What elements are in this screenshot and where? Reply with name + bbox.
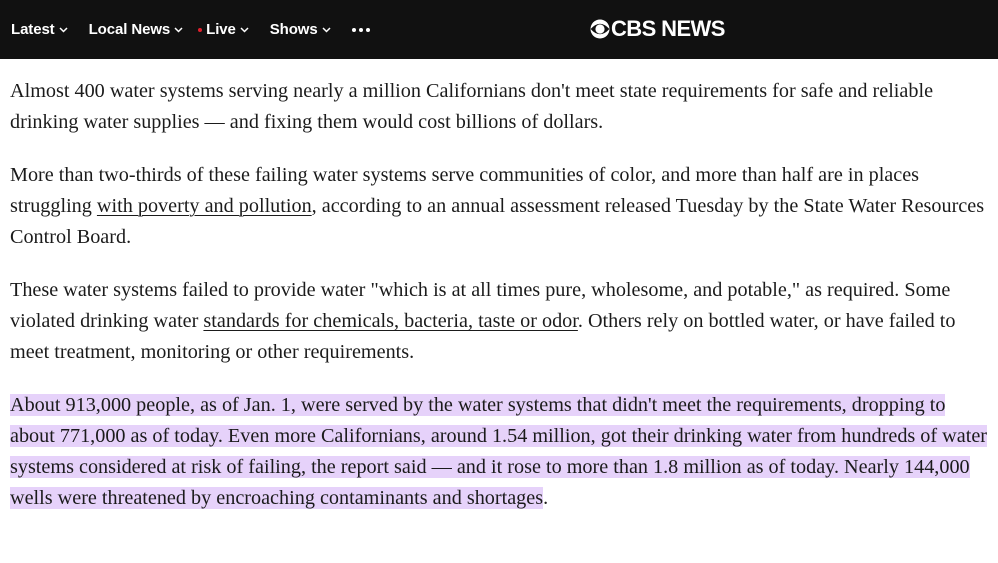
top-navigation-bar: Latest Local News Live Shows CBS NEWS xyxy=(0,0,998,59)
paragraph-text: These water systems failed to provide wa… xyxy=(10,279,951,332)
nav-item-live[interactable]: Live xyxy=(198,21,249,38)
chevron-down-icon xyxy=(59,27,68,33)
nav-menu: Latest Local News Live Shows xyxy=(11,0,370,59)
paragraph-text: . Others rely on bottled water, or have … xyxy=(10,310,956,363)
paragraph-text: . xyxy=(543,487,549,509)
nav-item-label: Local News xyxy=(88,21,171,38)
chevron-down-icon xyxy=(240,27,249,33)
highlighted-text: About 913,000 people, as of Jan. 1, were… xyxy=(10,394,988,509)
nav-item-label: Latest xyxy=(11,21,55,38)
article-paragraph: About 913,000 people, as of Jan. 1, were… xyxy=(10,390,995,514)
more-dot xyxy=(365,27,370,32)
nav-item-label: Live xyxy=(206,21,236,38)
logo-text: CBS NEWS xyxy=(611,16,725,41)
nav-item-latest[interactable]: Latest xyxy=(11,21,68,38)
paragraph-text: , according to an annual assessment rele… xyxy=(10,195,985,248)
paragraph-text: More than two-thirds of these failing wa… xyxy=(10,164,920,217)
cbs-eye-icon xyxy=(590,19,610,39)
poverty-pollution-link[interactable]: with poverty and pollution xyxy=(96,195,312,217)
article-paragraph: Almost 400 water systems serving nearly … xyxy=(10,80,934,133)
article-paragraph: These water systems failed to provide wa… xyxy=(10,275,995,368)
nav-item-shows[interactable]: Shows xyxy=(270,21,331,38)
more-menu-icon[interactable] xyxy=(351,27,370,32)
more-dot xyxy=(358,27,363,32)
chevron-down-icon xyxy=(322,27,331,33)
nav-item-local-news[interactable]: Local News xyxy=(89,21,184,38)
water-standards-link[interactable]: standards for chemicals, bacteria, taste… xyxy=(203,310,578,332)
cbs-news-logo[interactable]: CBS NEWS xyxy=(590,16,725,42)
article-body: Almost 400 water systems serving nearly … xyxy=(10,76,995,536)
more-dot xyxy=(351,27,356,32)
chevron-down-icon xyxy=(174,27,183,33)
nav-item-label: Shows xyxy=(269,21,318,38)
article-paragraph: More than two-thirds of these failing wa… xyxy=(10,160,995,253)
live-indicator-dot xyxy=(198,27,203,32)
